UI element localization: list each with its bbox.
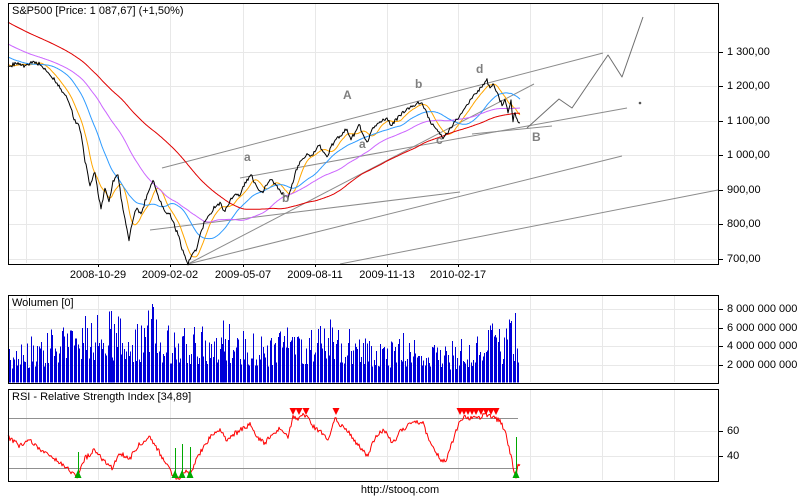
date-axis-label: 2008-10-29 [69,269,127,281]
price-axis-label: 800,00 [727,218,761,230]
volume-axis-label: 4 000 000 000 [727,340,798,353]
elliott-wave-label: d [476,62,484,76]
sell-signal-marker [482,408,490,415]
sell-signal-marker [492,408,500,415]
elliott-wave-label: a [359,137,366,151]
price-axis-label: 1 200,00 [727,80,770,92]
price-axis-label: 700,00 [727,252,761,265]
sell-signal-marker [477,408,485,415]
rsi-axis-label: 40 [727,450,740,462]
volume-axis-label: 2 000 000 000 [727,358,798,371]
date-axis-label: 2009-11-13 [359,269,415,281]
volume-panel-title: Wolumen [0] [12,297,74,309]
price-panel-title: S&P500 [Price: 1 087,67] (+1,50%) [12,5,184,17]
volume-axis-label: 6 000 000 000 [727,321,798,334]
elliott-wave-label: b [282,191,290,205]
date-axis-label: 2009-08-11 [287,269,343,281]
sell-signal-marker [295,408,303,415]
price-axis-label: 900,00 [727,183,761,196]
sell-signal-marker [332,408,340,415]
sell-signal-marker [487,408,495,415]
sell-signal-marker [302,408,310,415]
rsi-panel-title: RSI - Relative Strength Index [34,89] [12,391,192,403]
buy-signal-marker [178,470,186,478]
volume-axis-label: 8 000 000 000 [727,303,798,316]
price-panel-border [8,3,719,265]
buy-signal-marker [171,470,179,478]
elliott-wave-label: a [244,150,251,164]
date-axis-label: 2010-02-17 [429,269,487,281]
sell-signal-marker [472,408,480,415]
elliott-wave-label: b [415,77,423,91]
sell-signal-marker [289,408,297,415]
price-axis-label: 1 000,00 [727,149,770,161]
rsi-panel-border [8,389,719,482]
price-axis-label: 1 100,00 [727,114,770,127]
buy-signal-marker [74,470,82,478]
date-axis-label: 2009-05-07 [214,269,272,281]
date-axis-label: 2009-02-02 [141,269,199,281]
buy-signal-marker [512,470,520,478]
footer-link[interactable]: http://stooq.com [360,484,440,496]
volume-panel-border [8,295,719,384]
elliott-wave-label: A [343,88,352,102]
elliott-wave-label: c [436,133,443,147]
price-axis-label: 1 300,00 [727,45,770,58]
rsi-axis-label: 60 [727,425,740,437]
buy-signal-marker [186,470,194,478]
elliott-wave-label: B [532,130,541,144]
